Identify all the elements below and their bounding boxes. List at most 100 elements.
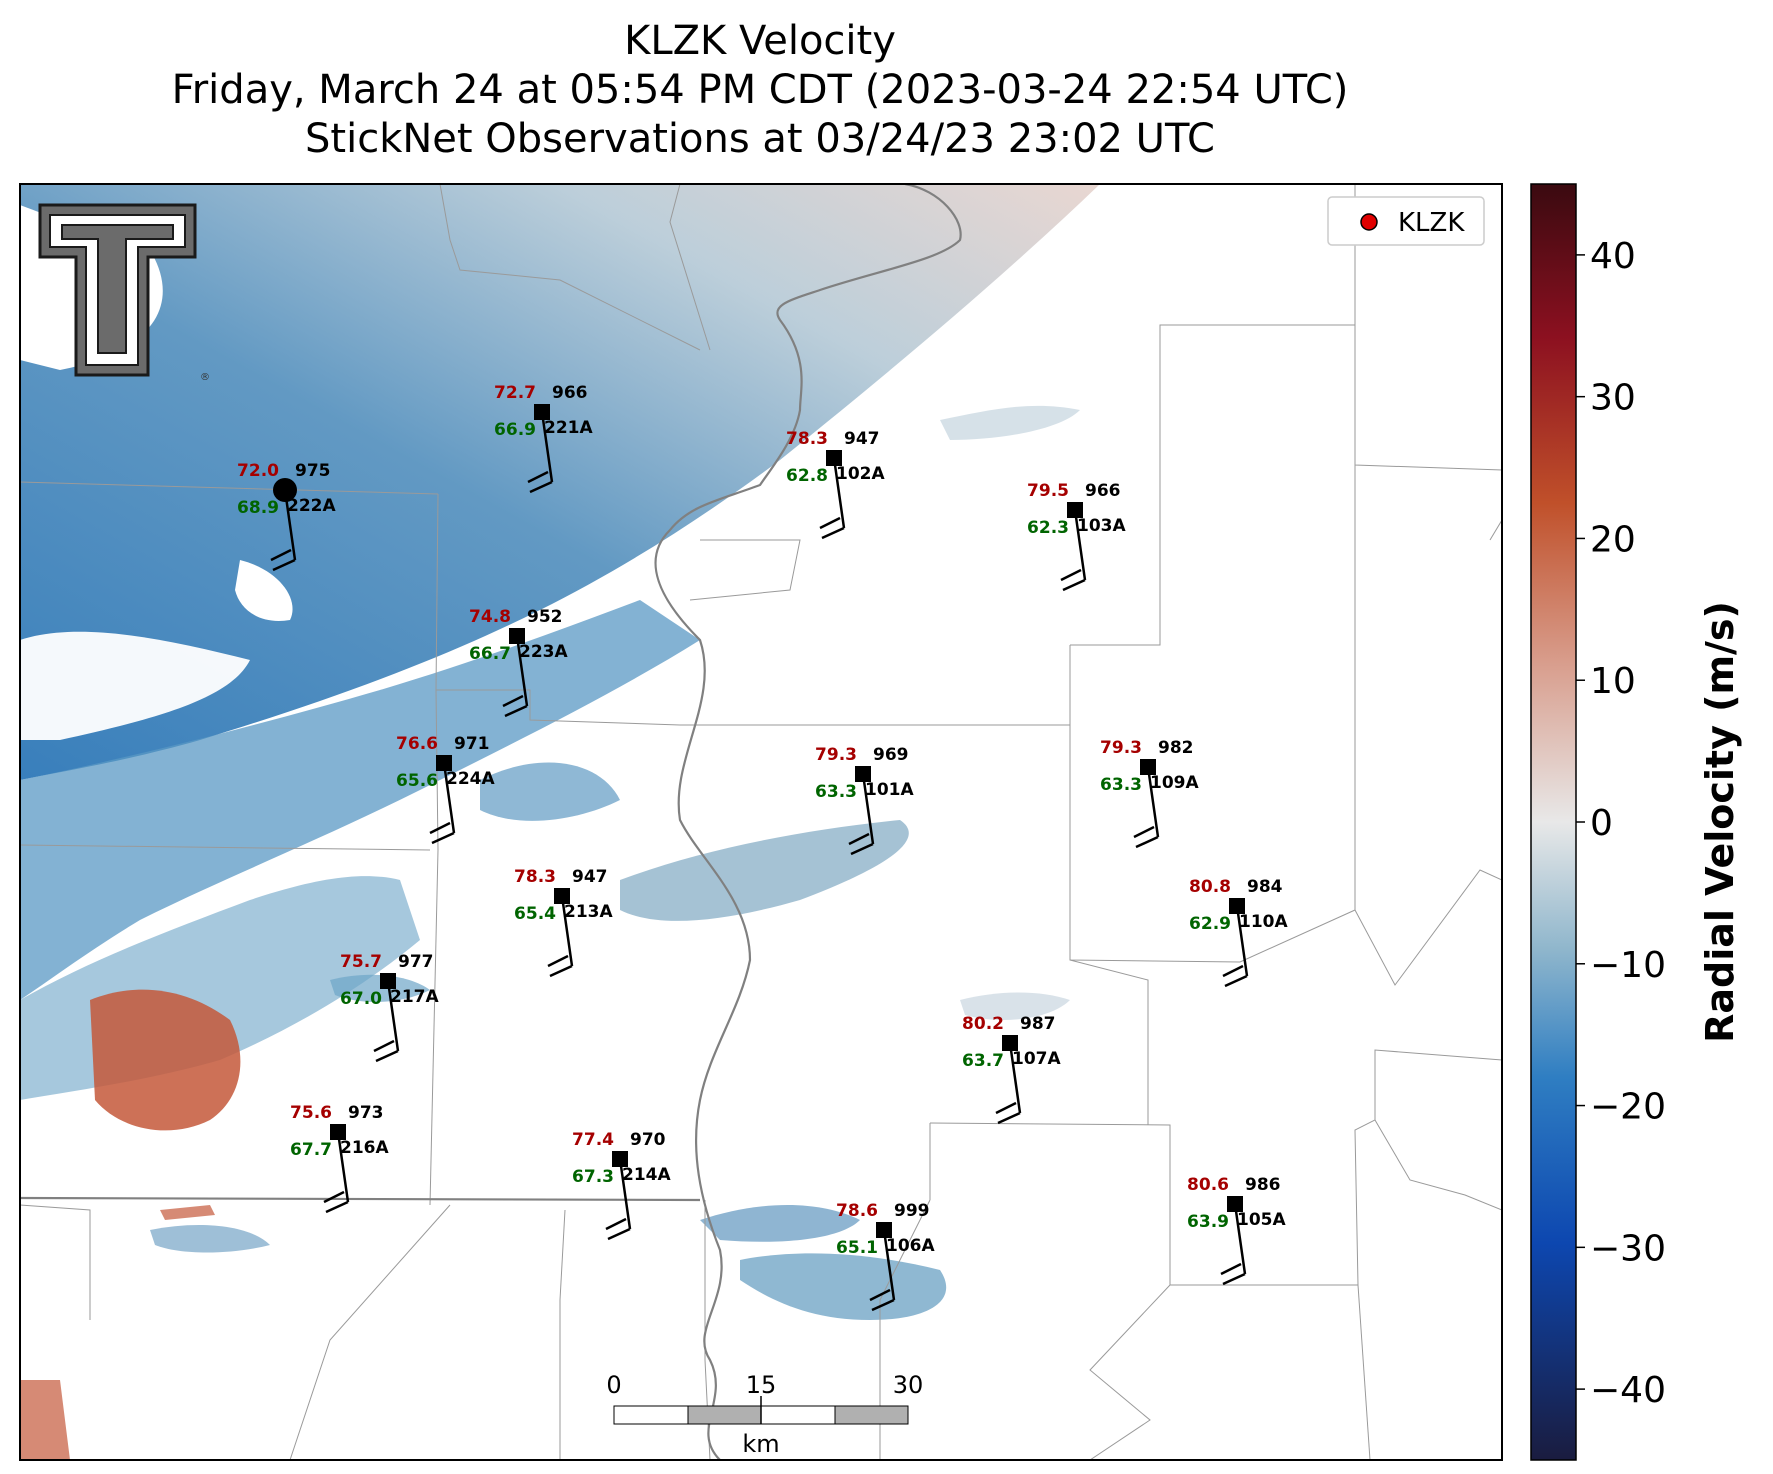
station-id: 107A [1012,1049,1061,1069]
station-223a: 74.8 952 66.7 223A [469,607,568,718]
station-temperature: 74.8 [469,607,511,627]
state-borders [20,184,962,1460]
station-222a: 72.0 975 68.9 222A [237,461,336,572]
station-temperature: 80.2 [962,1014,1004,1034]
colorbar-tick-label: −30 [1590,1228,1666,1269]
station-pressure: 947 [844,429,880,449]
title-line-3: StickNet Observations at 03/24/23 23:02 … [305,116,1215,162]
station-id: 216A [340,1138,389,1158]
colorbar-tick-label: 0 [1590,803,1613,844]
legend-marker-icon [1360,213,1378,231]
wind-barb-icon [373,980,400,1063]
station-221a: 72.7 966 66.9 221A [494,383,593,494]
station-pressure: 977 [398,952,434,972]
station-dewpoint: 63.3 [1100,775,1142,795]
wind-barb-icon [1220,1203,1247,1286]
wind-barb-icon [848,773,875,856]
station-pressure: 982 [1158,738,1194,758]
station-dewpoint: 62.9 [1189,914,1231,934]
scale-label-30: 30 [893,1371,924,1399]
wind-barb-icon [547,895,574,978]
station-107a: 80.2 987 63.7 107A [962,1014,1061,1125]
wind-barb-icon [429,762,456,845]
wind-barb-icon [869,1229,896,1312]
station-213a: 78.3 947 65.4 213A [514,867,613,978]
title-line-1: KLZK Velocity [624,18,896,64]
station-224a: 76.6 971 65.6 224A [396,734,495,845]
station-dewpoint: 63.9 [1187,1212,1229,1232]
wind-barb-icon [605,1158,632,1241]
station-id: 217A [390,987,439,1007]
station-pressure: 966 [1085,481,1121,501]
station-pressure: 971 [454,734,490,754]
station-102a: 78.3 947 62.8 102A [786,429,885,540]
station-id: 103A [1077,516,1126,536]
station-id: 214A [622,1165,671,1185]
station-temperature: 80.6 [1187,1175,1229,1195]
colorbar-tick-label: 30 [1590,378,1636,419]
wind-barb-icon [1133,766,1160,849]
station-pressure: 975 [295,461,331,481]
scale-label-0: 0 [606,1371,621,1399]
station-217a: 75.7 977 67.0 217A [340,952,439,1063]
station-dewpoint: 66.9 [494,420,536,440]
station-dewpoint: 62.3 [1027,518,1069,538]
station-id: 109A [1150,773,1199,793]
colorbar-tick-label: 40 [1590,236,1636,277]
station-216a: 75.6 973 67.7 216A [290,1103,389,1214]
station-pressure: 970 [630,1130,666,1150]
station-temperature: 76.6 [396,734,438,754]
station-pressure: 952 [527,607,563,627]
map-panel: ® 72.0 975 68.9 222A 72.7 966 66.9 221A 78.3 947 6… [20,184,1502,1460]
station-temperature: 75.6 [290,1103,332,1123]
wind-barb-icon [502,635,529,718]
station-temperature: 78.6 [836,1201,878,1221]
station-105a: 80.6 986 63.9 105A [1187,1175,1286,1286]
station-temperature: 77.4 [572,1130,614,1150]
colorbar: 40 30 20 10 0 −10 −20 −30 −40 Radial Velocity (m… [1530,183,1742,1461]
scale-label-15: 15 [746,1371,777,1399]
station-id: 224A [446,769,495,789]
station-pressure: 999 [894,1201,930,1221]
station-110a: 80.8 984 62.9 110A [1189,877,1288,988]
title-line-2: Friday, March 24 at 05:54 PM CDT (2023-0… [172,67,1349,113]
station-106a: 78.6 999 65.1 106A [836,1201,935,1312]
wind-barb-icon [1060,509,1087,592]
station-103a: 79.5 966 62.3 103A [1027,481,1126,592]
wind-barb-icon [527,411,554,494]
scale-bar: 0 15 30 km [606,1371,923,1458]
station-214a: 77.4 970 67.3 214A [572,1130,671,1241]
station-pressure: 986 [1245,1175,1281,1195]
station-dewpoint: 65.4 [514,904,556,924]
county-borders [20,184,1502,1460]
colorbar-label: Radial Velocity (m/s) [1698,601,1742,1043]
station-dewpoint: 63.7 [962,1051,1004,1071]
wind-barb-icon [270,489,297,572]
colorbar-tick-label: −20 [1590,1087,1666,1128]
stations-layer: 72.0 975 68.9 222A 72.7 966 66.9 221A 78.3 947 62.… [237,383,1288,1312]
scale-unit: km [742,1430,779,1458]
station-dewpoint: 67.3 [572,1167,614,1187]
colorbar-tick-label: −40 [1590,1370,1666,1411]
station-dewpoint: 63.3 [815,782,857,802]
station-temperature: 72.0 [237,461,279,481]
colorbar-tick-label: −10 [1590,945,1666,986]
station-109a: 79.3 982 63.3 109A [1100,738,1199,849]
station-pressure: 973 [348,1103,384,1123]
station-temperature: 78.3 [786,429,828,449]
wind-barb-icon [1222,905,1249,988]
station-dewpoint: 67.7 [290,1140,332,1160]
station-id: 222A [287,496,336,516]
station-id: 110A [1239,912,1288,932]
station-temperature: 72.7 [494,383,536,403]
station-id: 101A [865,780,914,800]
station-id: 221A [544,418,593,438]
station-dewpoint: 62.8 [786,466,828,486]
station-id: 105A [1237,1210,1286,1230]
station-temperature: 80.8 [1189,877,1231,897]
legend-box: KLZK [1327,196,1485,246]
logo-trademark: ® [200,372,210,383]
texas-tech-logo: ® [38,203,210,383]
wind-barb-icon [323,1131,350,1214]
station-pressure: 984 [1247,877,1283,897]
